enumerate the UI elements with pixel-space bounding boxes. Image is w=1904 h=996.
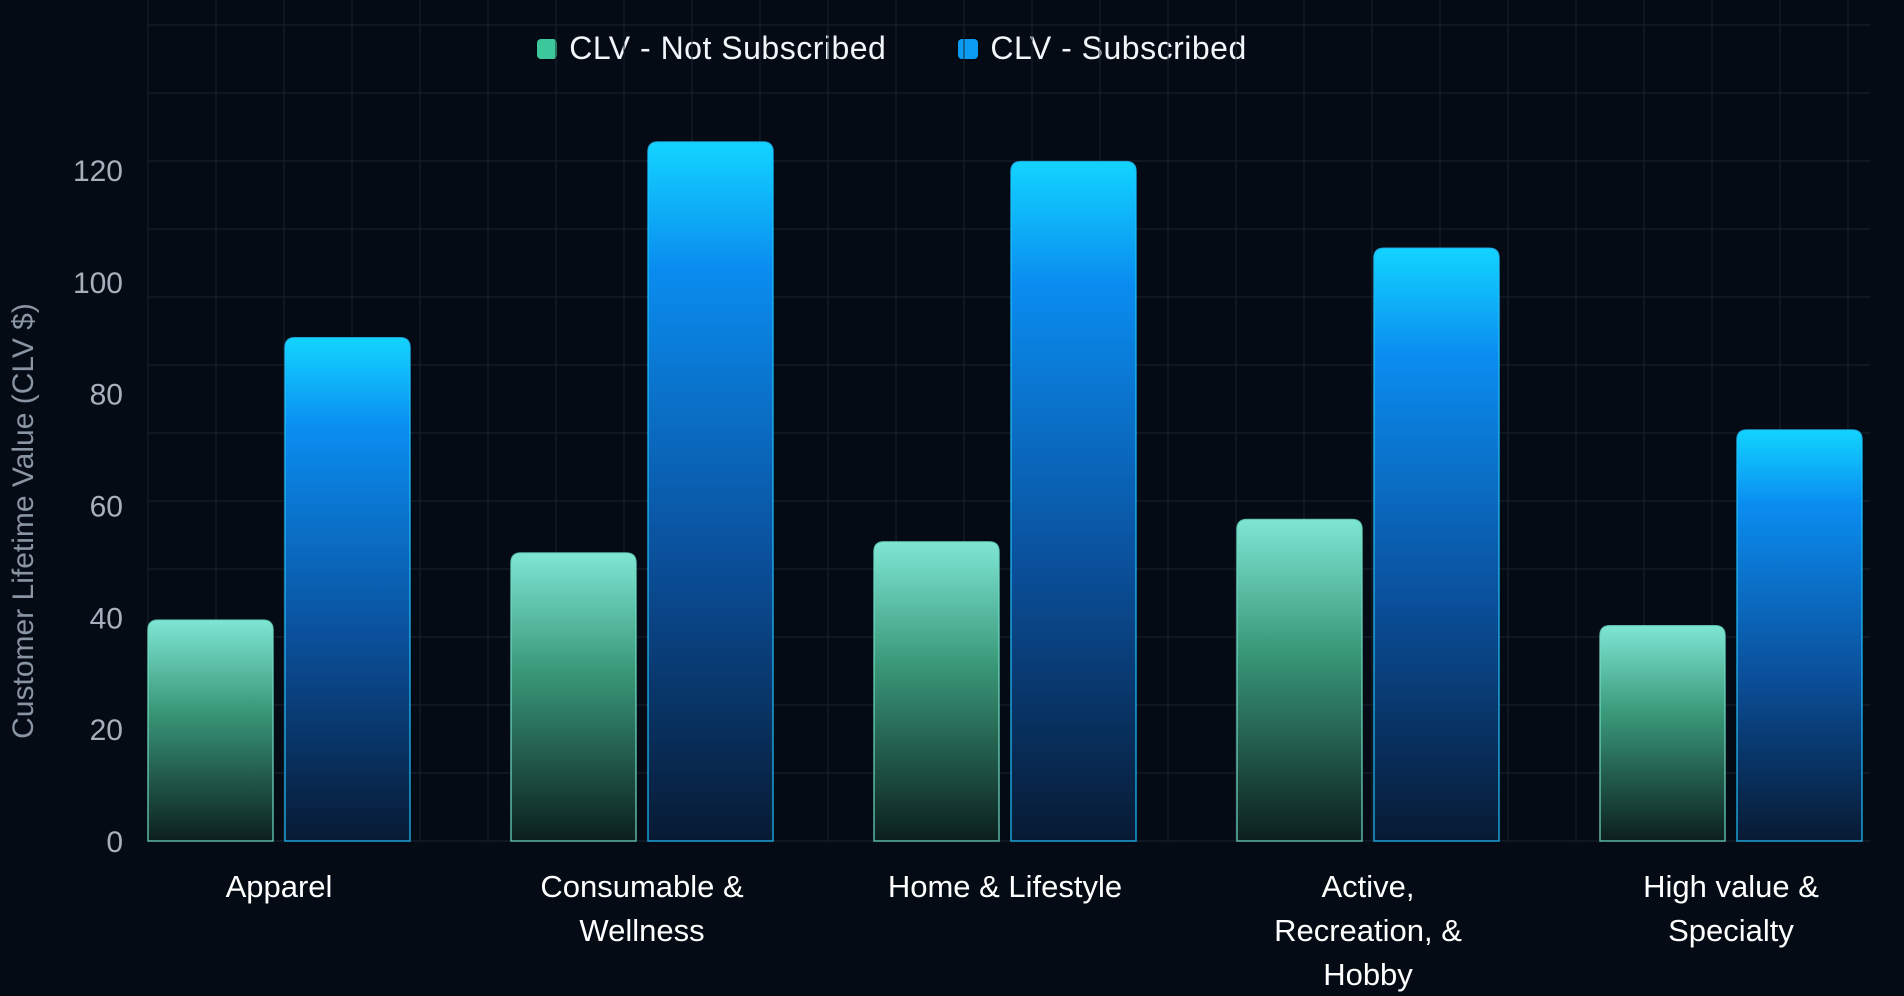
category-label: Apparel [226,869,333,904]
y-tick-label: 100 [73,267,123,300]
legend-swatch-subscribed [958,38,979,59]
category-label-line: Home & Lifestyle [888,869,1122,904]
bar-subscribed[interactable] [1736,429,1863,842]
bar-not-subscribed[interactable] [510,552,637,842]
category-label: Consumable & Wellness [540,869,744,948]
category-label: Home & Lifestyle [888,869,1122,904]
y-tick-label: 80 [90,379,123,412]
legend-label-not-subscribed: CLV - Not Subscribed [569,30,887,66]
y-tick-label: 60 [90,491,123,524]
bar-not-subscribed[interactable] [1599,624,1726,842]
bar-not-subscribed[interactable] [873,541,1000,842]
y-axis: 0 20 40 60 80 100 120 Customer Lifetime Value (… [7,155,123,859]
category-label-line: Apparel [226,869,333,904]
bar-not-subscribed[interactable] [1236,518,1363,842]
category-label-line: Consumable & [540,869,744,904]
bars [147,141,1863,842]
category-label: Active, Recreation, & Hobby [1274,869,1462,992]
category-label-line: Active, [1321,869,1414,904]
legend: CLV - Not Subscribed CLV - Subscribed [0,30,1844,67]
y-tick-label: 0 [106,826,123,859]
legend-swatch-not-subscribed [537,38,558,59]
bar-subscribed[interactable] [1010,160,1137,842]
category-label: High value & Specialty [1643,869,1819,948]
y-tick-label: 40 [90,602,123,635]
y-tick-label: 20 [90,714,123,747]
legend-item-not-subscribed[interactable]: CLV - Not Subscribed [537,30,886,67]
category-label-line: High value & [1643,869,1819,904]
y-tick-label: 120 [73,155,123,188]
category-label-line: Specialty [1668,913,1794,948]
category-label-line: Wellness [579,913,704,948]
bar-subscribed[interactable] [1373,247,1500,842]
y-axis-title: Customer Lifetime Value (CLV $) [7,303,40,739]
bar-not-subscribed[interactable] [147,619,274,842]
category-label-line: Recreation, & [1274,913,1462,948]
x-axis: Apparel Consumable & Wellness Home & Lifest… [226,869,1820,992]
legend-label-subscribed: CLV - Subscribed [990,30,1247,66]
category-label-line: Hobby [1323,957,1413,992]
bar-subscribed[interactable] [284,337,411,842]
legend-item-subscribed[interactable]: CLV - Subscribed [958,30,1246,67]
bar-subscribed[interactable] [647,141,774,842]
